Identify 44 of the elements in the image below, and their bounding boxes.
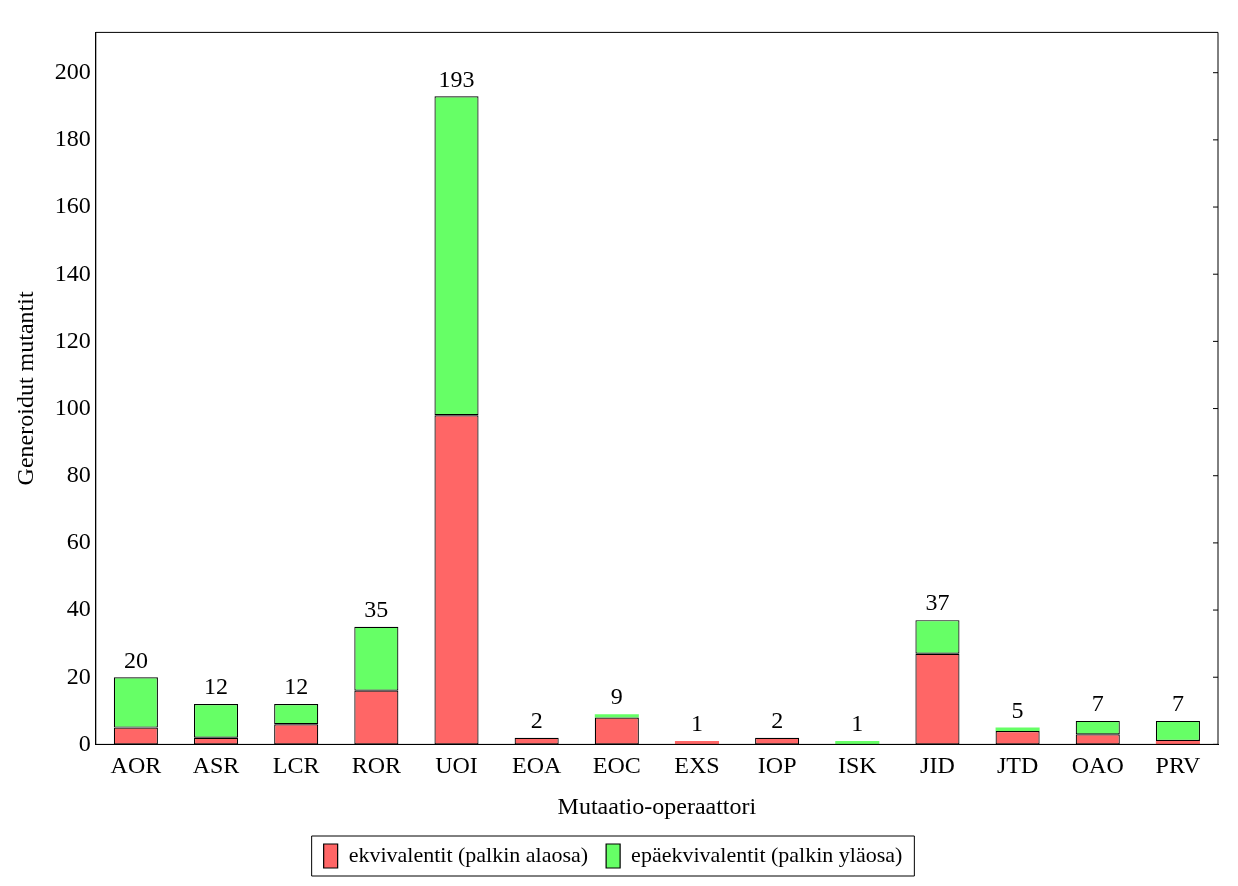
y-tick-label: 0 (78, 729, 91, 756)
total-label: 7 (1091, 690, 1104, 717)
total-label: 2 (771, 706, 784, 733)
total-label: 193 (438, 65, 475, 92)
bar (594, 714, 639, 718)
y-tick-label: 200 (54, 58, 91, 84)
total-label: 12 (284, 673, 309, 700)
legend-label: ekvivalentit (palkin alaosa) (348, 841, 589, 867)
total-label: 35 (364, 596, 389, 623)
total-label: 1 (690, 710, 703, 737)
x-tick-label: ISK (837, 752, 878, 779)
x-tick-label: EXS (674, 752, 720, 779)
x-tick-label: UOI (435, 752, 478, 779)
y-tick-label: 20 (66, 662, 91, 689)
total-label: 7 (1171, 690, 1184, 717)
x-tick-label: OAO (1071, 752, 1124, 779)
y-tick-label: 120 (54, 326, 91, 353)
y-tick-label: 100 (54, 393, 91, 420)
legend-label: epäekvivalentit (palkin yläosa) (631, 841, 903, 867)
x-tick-label: JTD (996, 752, 1039, 779)
y-tick-label: 60 (66, 528, 91, 555)
x-tick-label: ASR (192, 752, 240, 779)
total-label: 9 (610, 683, 623, 710)
x-tick-label: JID (920, 752, 955, 779)
x-tick-label: IOP (757, 752, 797, 779)
y-tick-label: 160 (54, 192, 91, 219)
x-tick-label: PRV (1155, 752, 1201, 779)
total-label: 1 (851, 710, 864, 737)
y-tick-label: 40 (66, 595, 91, 622)
total-label: 12 (204, 673, 229, 700)
x-tick-label: EOC (592, 752, 641, 779)
y-axis-title: Generoidut mutantit (11, 291, 38, 486)
x-tick-label: AOR (110, 752, 162, 779)
y-tick-label: 80 (66, 461, 91, 488)
x-tick-label: LCR (272, 752, 320, 779)
x-tick-label: ROR (351, 752, 402, 779)
y-tick-label: 140 (54, 259, 91, 286)
total-label: 37 (925, 589, 950, 616)
total-label: 5 (1011, 696, 1024, 723)
y-tick-label: 180 (54, 125, 91, 152)
x-axis-title: Mutaatio-operaattori (557, 792, 757, 819)
x-tick-label: EOA (512, 752, 562, 779)
total-label: 20 (123, 646, 148, 673)
total-label: 2 (530, 706, 543, 733)
